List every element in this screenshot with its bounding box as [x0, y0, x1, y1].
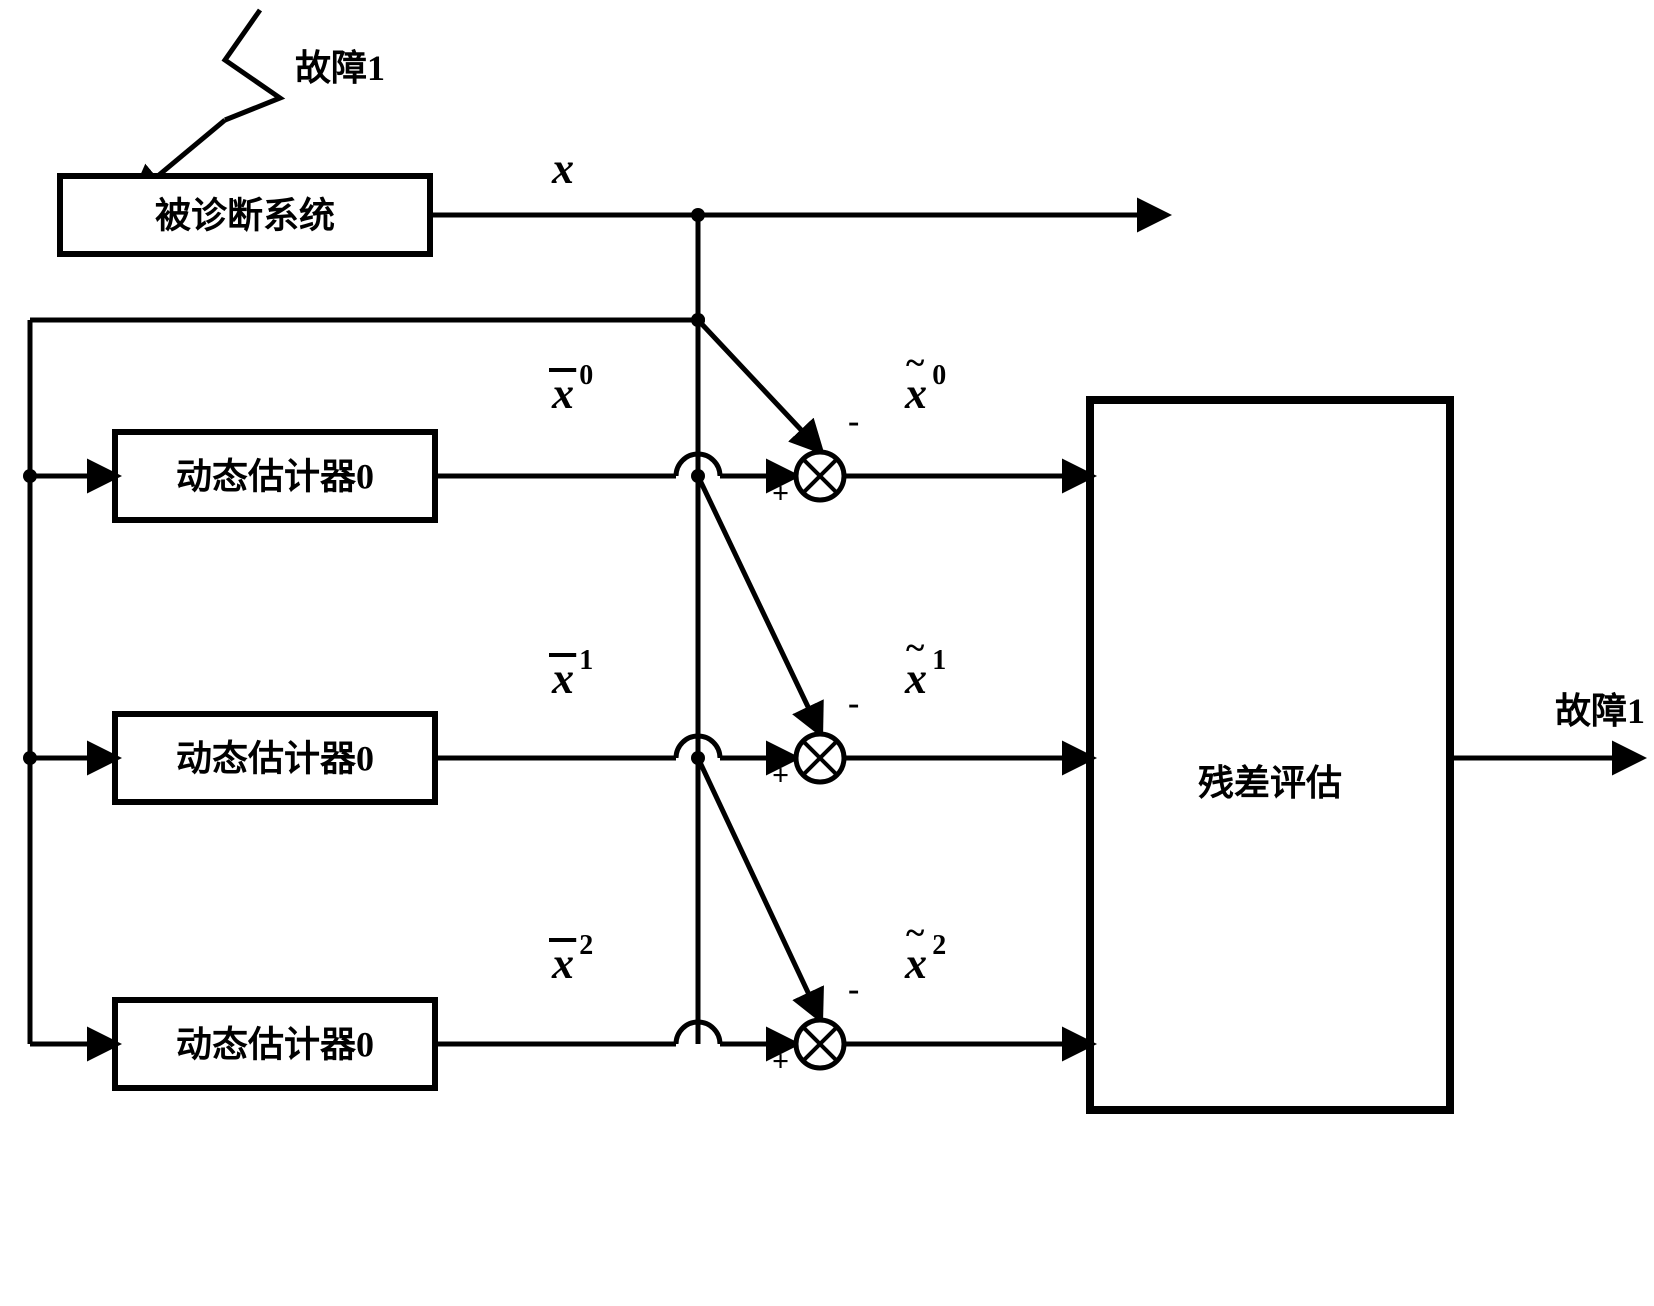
label-text: 0 — [932, 360, 946, 391]
label-text: 2 — [932, 930, 946, 961]
block-box — [1090, 400, 1450, 1110]
label-text: 0 — [579, 360, 593, 391]
label-text: 2 — [579, 930, 593, 961]
connector-line — [225, 10, 280, 120]
label-text: x — [551, 939, 574, 988]
connector-line — [698, 758, 820, 1018]
label-text: 动态估计器0 — [176, 457, 374, 497]
junction-dot — [691, 313, 705, 327]
junction-dot — [691, 208, 705, 222]
label-text: x — [551, 369, 574, 418]
label-text: x — [551, 144, 574, 193]
label-text: - — [848, 971, 859, 1008]
label-text: - — [848, 685, 859, 722]
connector-line — [698, 476, 820, 732]
label-text: ~ — [906, 628, 925, 667]
label-text: ~ — [906, 343, 925, 382]
label-text: 动态估计器0 — [176, 739, 374, 779]
label-text: 动态估计器0 — [176, 1025, 374, 1065]
label-text: + — [772, 477, 789, 510]
label-text: ~ — [906, 913, 925, 952]
connector-line — [698, 320, 820, 450]
label-text: 被诊断系统 — [155, 196, 335, 236]
label-text: 残差评估 — [1198, 763, 1342, 803]
label-text: - — [848, 403, 859, 440]
label-text: x — [551, 654, 574, 703]
label-text: 1 — [579, 645, 593, 676]
block-diagram: 故障1被诊断系统动态估计器0动态估计器0动态估计器0残差评估x+-x0x~0+-… — [0, 0, 1654, 1306]
label-text: 故障1 — [1555, 691, 1645, 731]
label-text: 1 — [932, 645, 946, 676]
label-text: + — [772, 1045, 789, 1078]
label-text: 故障1 — [295, 48, 385, 88]
label-text: + — [772, 759, 789, 792]
